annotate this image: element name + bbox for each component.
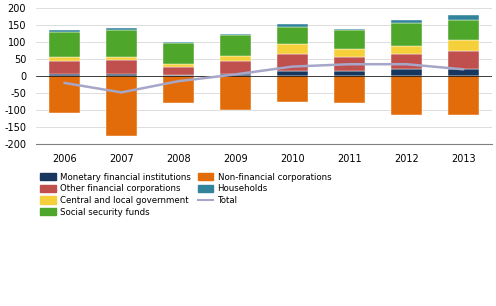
Bar xyxy=(334,28,365,30)
Bar xyxy=(220,76,251,110)
Bar xyxy=(49,76,80,114)
Bar xyxy=(277,44,308,54)
Bar xyxy=(163,43,194,64)
Bar xyxy=(448,40,479,50)
Bar xyxy=(277,27,308,44)
Bar xyxy=(448,69,479,76)
Bar xyxy=(334,49,365,58)
Bar xyxy=(106,57,137,60)
Bar xyxy=(49,61,80,74)
Bar xyxy=(334,71,365,76)
Bar xyxy=(49,58,80,61)
Bar xyxy=(163,64,194,67)
Bar xyxy=(277,71,308,76)
Bar xyxy=(448,20,479,40)
Bar xyxy=(106,28,137,30)
Bar xyxy=(334,76,365,103)
Bar xyxy=(391,69,422,76)
Bar xyxy=(448,15,479,20)
Legend: Monetary financial institutions, Other financial corporations, Central and local: Monetary financial institutions, Other f… xyxy=(40,173,331,217)
Bar xyxy=(49,74,80,76)
Bar xyxy=(334,58,365,71)
Bar xyxy=(163,67,194,75)
Bar xyxy=(106,60,137,74)
Bar xyxy=(49,30,80,32)
Bar xyxy=(277,54,308,71)
Bar xyxy=(106,76,137,136)
Bar xyxy=(220,61,251,74)
Bar xyxy=(49,32,80,58)
Bar xyxy=(106,30,137,57)
Bar xyxy=(220,56,251,61)
Bar xyxy=(106,74,137,76)
Bar xyxy=(391,20,422,24)
Bar xyxy=(448,50,479,69)
Bar xyxy=(391,24,422,46)
Bar xyxy=(334,30,365,49)
Bar xyxy=(220,74,251,76)
Bar xyxy=(277,24,308,27)
Bar xyxy=(391,54,422,69)
Bar xyxy=(220,35,251,56)
Bar xyxy=(163,76,194,103)
Bar xyxy=(277,76,308,102)
Bar xyxy=(391,76,422,115)
Bar xyxy=(220,34,251,35)
Bar xyxy=(391,46,422,54)
Bar xyxy=(448,76,479,115)
Bar xyxy=(163,75,194,76)
